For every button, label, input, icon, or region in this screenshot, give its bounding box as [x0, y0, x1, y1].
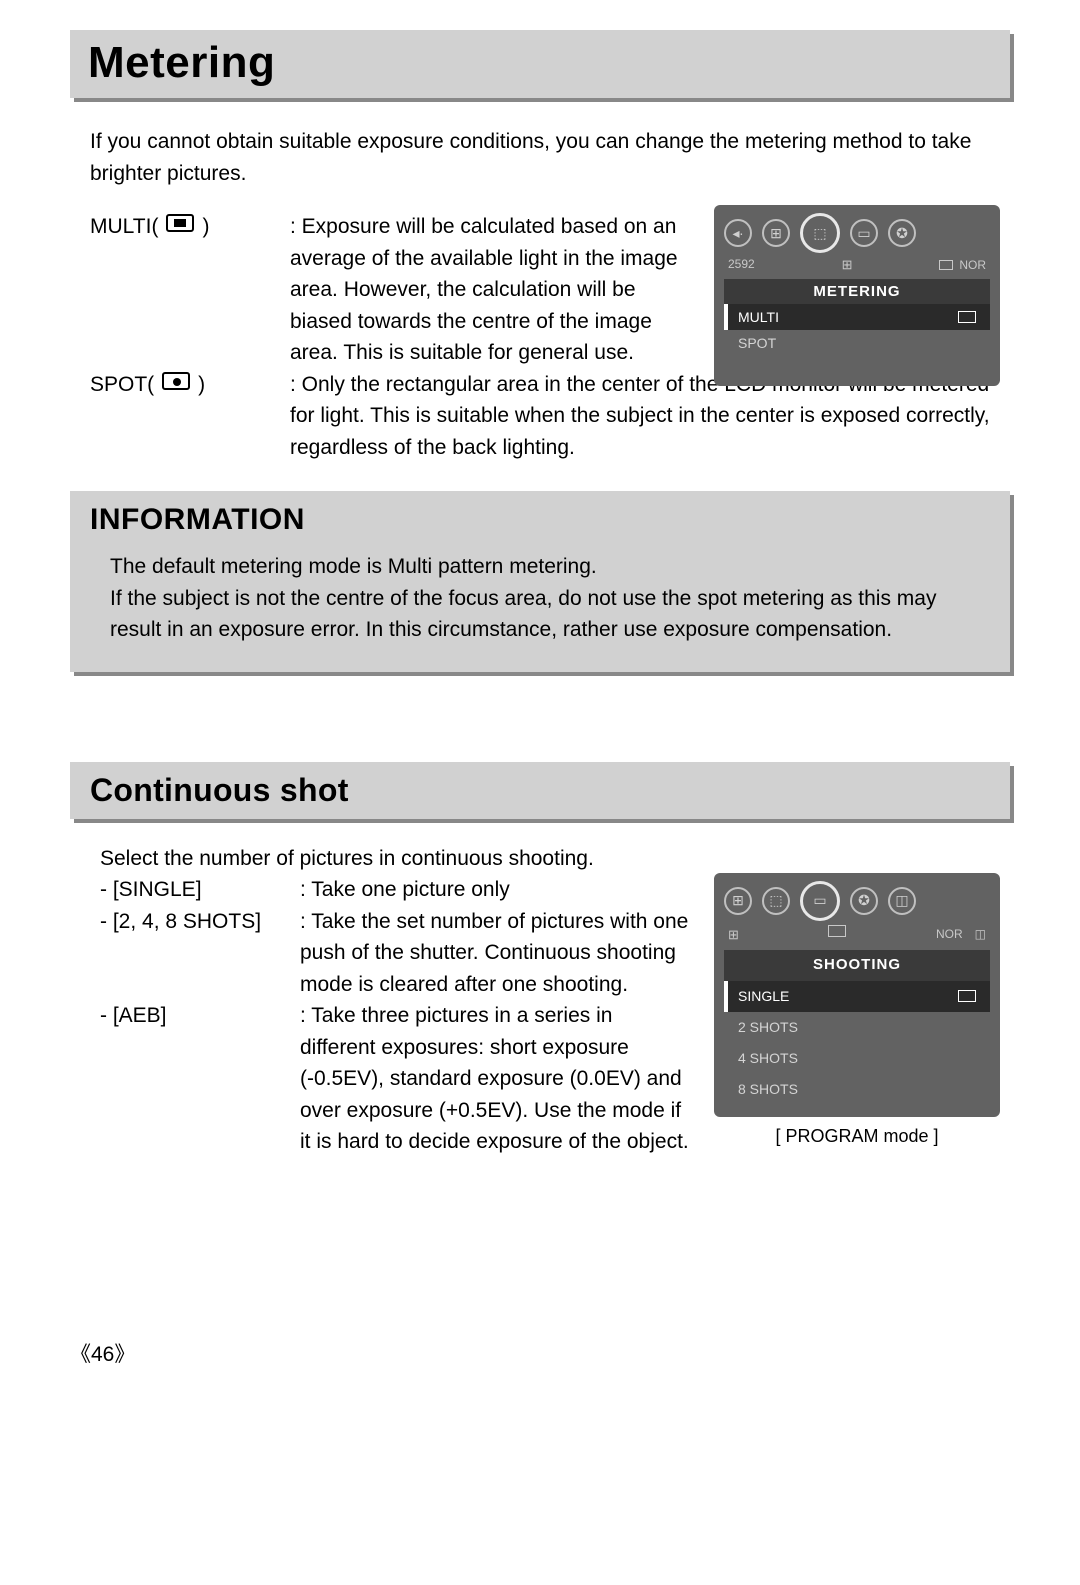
- cs-intro: Select the number of pictures in continu…: [100, 843, 990, 875]
- page: Metering If you cannot obtain suitable e…: [0, 0, 1080, 1408]
- multi-label: MULTI( ): [90, 211, 290, 369]
- lcd-heading: METERING: [724, 279, 990, 304]
- metering-lcd: ◂∙ ⊞ ⬚ ▭ ✪ 2592 ⊞ NOR METERING MULTI: [714, 205, 1000, 386]
- info-line: The default metering mode is Multi patte…: [110, 551, 980, 583]
- info-line: If the subject is not the centre of the …: [110, 583, 980, 646]
- lcd-tab-icon: ⊞: [762, 219, 790, 247]
- continuous-shot-block: ⊞ ⬚ ▭ ✪ ◫ ⊞ NOR◫ SHOOTING SINGLE 2 SHOTS: [100, 843, 990, 1158]
- multi-pattern-icon: [958, 311, 976, 323]
- lcd-row: 8 SHOTS: [724, 1074, 990, 1105]
- continuous-shot-title: Continuous shot: [90, 772, 990, 809]
- cs-single-label: - [SINGLE]: [100, 874, 300, 906]
- lcd-sub-left: 2592: [728, 257, 755, 273]
- lcd-row: SPOT: [724, 330, 990, 356]
- lcd-box: ◂∙ ⊞ ⬚ ▭ ✪ 2592 ⊞ NOR METERING MULTI: [714, 205, 1000, 386]
- lcd-top-row: ◂∙ ⊞ ⬚ ▭ ✪: [724, 213, 990, 253]
- title-bar: Metering: [70, 30, 1010, 98]
- lcd-row-selected: SINGLE: [724, 981, 990, 1012]
- lcd-heading: SHOOTING: [724, 950, 990, 981]
- information-box: INFORMATION The default metering mode is…: [70, 491, 1010, 672]
- lcd-box: ⊞ ⬚ ▭ ✪ ◫ ⊞ NOR◫ SHOOTING SINGLE 2 SHOTS: [714, 873, 1000, 1117]
- lcd-sub-row: ⊞ NOR◫: [724, 925, 990, 951]
- lcd-sub-right: NOR◫: [936, 925, 986, 945]
- lcd-tab-icon: ◫: [888, 887, 916, 915]
- lcd-caption: [ PROGRAM mode ]: [714, 1123, 1000, 1150]
- intro-text: If you cannot obtain suitable exposure c…: [90, 126, 990, 189]
- lcd-tab-icon: ⊞: [724, 887, 752, 915]
- spot-label: SPOT( ): [90, 369, 290, 464]
- information-body: The default metering mode is Multi patte…: [70, 547, 1010, 646]
- information-heading: INFORMATION: [70, 491, 1010, 547]
- subtitle-bar: Continuous shot: [70, 762, 1010, 819]
- multi-icon: [166, 214, 194, 232]
- lcd-top-row: ⊞ ⬚ ▭ ✪ ◫: [724, 881, 990, 921]
- single-shot-icon: [958, 990, 976, 1002]
- shooting-lcd: ⊞ ⬚ ▭ ✪ ◫ ⊞ NOR◫ SHOOTING SINGLE 2 SHOTS: [714, 873, 1000, 1150]
- lcd-sub-right: NOR: [939, 257, 986, 273]
- lcd-tab-icon-active: ▭: [800, 881, 840, 921]
- lcd-tab-icon-active: ⬚: [800, 213, 840, 253]
- metering-definitions: ◂∙ ⊞ ⬚ ▭ ✪ 2592 ⊞ NOR METERING MULTI: [90, 211, 990, 463]
- spot-icon: [162, 372, 190, 390]
- lcd-tab-icon: ◂∙: [724, 219, 752, 247]
- lcd-tab-icon: ⬚: [762, 887, 790, 915]
- cs-aeb-label: - [AEB]: [100, 1000, 300, 1158]
- lcd-row: 4 SHOTS: [724, 1043, 990, 1074]
- lcd-row-selected: MULTI: [724, 304, 990, 330]
- page-title: Metering: [88, 38, 992, 88]
- lcd-sub-row: 2592 ⊞ NOR: [724, 257, 990, 279]
- lcd-row-label: MULTI: [738, 309, 779, 325]
- lcd-row: 2 SHOTS: [724, 1012, 990, 1043]
- lcd-tab-icon: ▭: [850, 219, 878, 247]
- lcd-tab-icon: ✪: [850, 887, 878, 915]
- lcd-tab-icon: ✪: [888, 219, 916, 247]
- cs-248-label: - [2, 4, 8 SHOTS]: [100, 906, 300, 1001]
- lcd-row-label: SPOT: [738, 335, 776, 351]
- lcd-row-label: SINGLE: [738, 986, 789, 1007]
- page-number: 《46》: [70, 1338, 1010, 1368]
